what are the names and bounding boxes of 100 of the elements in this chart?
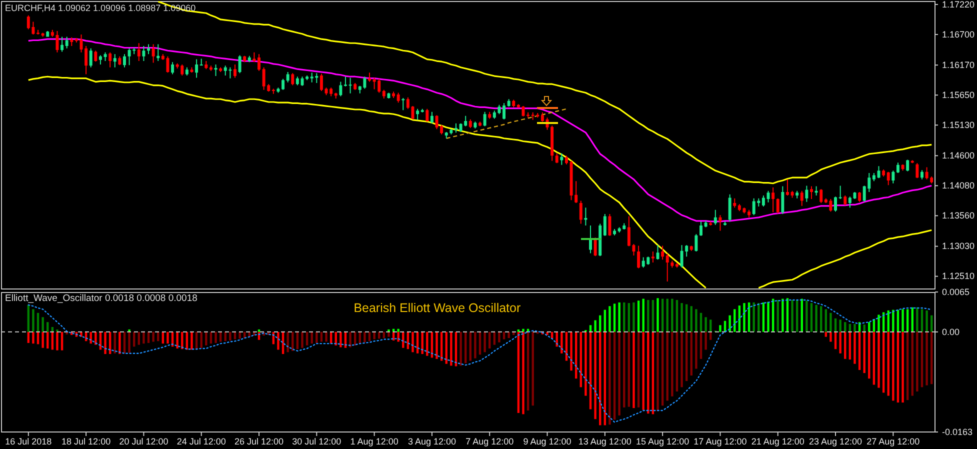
y-tick-label: 1.14600 (942, 150, 975, 161)
bar (608, 306, 611, 332)
candlestick (651, 251, 654, 262)
bar (166, 332, 169, 344)
bar (704, 317, 707, 332)
bar (142, 332, 145, 344)
x-tick-label: 17 Aug 12:00 (694, 436, 747, 446)
bar (426, 332, 428, 356)
y-tick-label: 1.15650 (942, 90, 975, 100)
candlestick (526, 112, 530, 118)
bar (214, 332, 217, 343)
bar (806, 300, 808, 332)
bar (680, 303, 683, 332)
y-tick-label: 1.17220 (942, 0, 975, 10)
bar (623, 302, 626, 332)
bar (46, 322, 49, 332)
bar (104, 332, 106, 354)
candlestick (584, 208, 588, 226)
bar (872, 332, 876, 385)
bar (824, 332, 828, 337)
bar (863, 332, 866, 374)
bar (782, 298, 784, 332)
bar (560, 332, 563, 354)
bar (830, 312, 832, 332)
bar (680, 332, 683, 388)
bar (719, 325, 722, 332)
bar (570, 332, 572, 371)
bar (42, 332, 44, 348)
bar (844, 332, 846, 359)
bar (916, 307, 918, 332)
bar (306, 332, 308, 346)
x-tick-label: 27 Aug 12:00 (866, 436, 920, 446)
bar (887, 332, 890, 396)
bar (637, 300, 640, 332)
bar (671, 332, 674, 396)
x-tick-label: 13 Aug 12:00 (578, 436, 632, 446)
bar (868, 332, 870, 379)
bar (152, 332, 154, 342)
line-series (28, 38, 932, 222)
bar (238, 332, 241, 339)
x-tick-label: 20 Jul 12:00 (119, 436, 168, 446)
bar (618, 302, 620, 332)
bar (594, 332, 596, 420)
candlestick (36, 30, 40, 34)
x-tick-label: 9 Aug 12:00 (523, 436, 572, 446)
bar (920, 309, 924, 332)
bar (229, 332, 232, 341)
text: Bearish Elliott Wave Oscillator (354, 301, 521, 315)
bar (676, 332, 678, 392)
bar (854, 324, 856, 332)
bar (488, 332, 491, 348)
bar (700, 332, 702, 359)
bar (469, 332, 472, 361)
x-tick-label: 26 Jul 12:00 (234, 436, 284, 446)
bar (926, 332, 928, 386)
bar (642, 298, 644, 332)
bar (532, 332, 534, 406)
bar (671, 298, 674, 332)
bar (830, 332, 832, 342)
line-series (446, 108, 568, 139)
bar (450, 332, 452, 366)
bar (647, 300, 650, 332)
x-tick-label: 15 Aug 12:00 (636, 436, 690, 446)
bar (325, 332, 328, 342)
bar (685, 332, 688, 382)
bar (704, 332, 707, 350)
bar (758, 303, 760, 332)
bar (32, 332, 34, 344)
candlestick (200, 58, 203, 66)
bar (421, 332, 424, 354)
x-tick-label: 3 Aug 12:00 (408, 436, 456, 446)
chart-subtitle: Elliott_Wave_Oscillator 0.0018 0.0008 0.0018 (5, 293, 198, 304)
candlestick (344, 76, 347, 86)
bar (118, 332, 121, 354)
bar (920, 332, 924, 388)
x-tick-label: 16 Jul 2018 (5, 436, 52, 446)
bar (618, 332, 620, 416)
bar (752, 302, 755, 332)
bar (896, 332, 900, 403)
bar (642, 332, 644, 410)
bar (902, 309, 904, 332)
bar (858, 332, 861, 370)
x-tick-label: 30 Jul 12:00 (292, 436, 342, 446)
bar (56, 332, 58, 350)
bar (882, 332, 885, 393)
bar (388, 332, 390, 337)
bar (508, 332, 510, 338)
bar (892, 332, 894, 401)
bar (647, 332, 650, 414)
bar (498, 332, 500, 342)
bar (695, 332, 698, 369)
candlestick (838, 186, 842, 199)
x-tick-label: 7 Aug 12:00 (466, 436, 514, 446)
bar (258, 329, 260, 332)
bar (863, 324, 866, 332)
bar (911, 332, 914, 396)
bar (526, 332, 530, 411)
y-tick-label: 1.13030 (942, 241, 975, 252)
bar (632, 302, 635, 332)
bar (60, 332, 64, 350)
